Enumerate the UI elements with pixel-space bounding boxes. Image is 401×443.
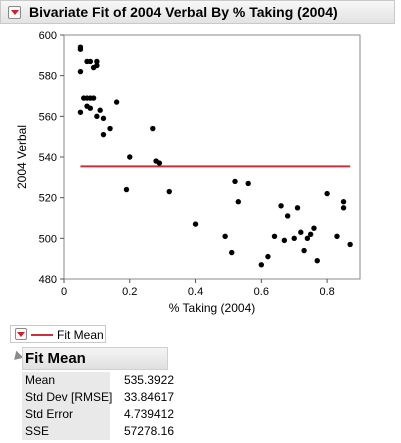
fit-mean-header[interactable]: Fit Mean: [22, 347, 168, 370]
y-tick-label: 500: [39, 233, 57, 245]
data-point: [107, 125, 113, 132]
stat-value: 57278.16: [123, 424, 174, 438]
report-title: Bivariate Fit of 2004 Verbal By % Taking…: [29, 4, 338, 20]
fit-mean-table: Mean 535.3922 Std Dev [RMSE] 33.84617 St…: [22, 372, 176, 440]
data-point: [97, 107, 103, 113]
stat-label: Std Dev [RMSE]: [22, 389, 112, 406]
data-point: [150, 125, 156, 132]
red-triangle-icon: [17, 332, 25, 337]
table-row: Std Dev [RMSE] 33.84617: [22, 389, 176, 406]
y-tick-label: 560: [39, 111, 57, 123]
stat-label: SSE: [22, 423, 110, 440]
table-row: Std Error 4.739412: [22, 406, 176, 423]
report-title-bar: Bivariate Fit of 2004 Verbal By % Taking…: [0, 0, 395, 24]
data-point: [90, 95, 97, 101]
y-tick-label: 480: [39, 274, 57, 286]
fit-mean-legend-line: [31, 334, 53, 336]
data-point: [87, 58, 94, 65]
data-point: [232, 178, 238, 185]
data-point: [324, 190, 330, 197]
data-point: [258, 262, 265, 268]
stat-value: 33.84617: [123, 390, 174, 404]
data-point: [77, 46, 84, 52]
x-tick-label: 0.8: [319, 286, 334, 298]
data-point: [271, 233, 278, 239]
data-point: [334, 233, 340, 239]
data-point: [166, 188, 172, 195]
data-point: [222, 233, 228, 239]
x-tick-label: 0: [61, 286, 67, 298]
x-tick-label: 0.4: [188, 286, 203, 298]
data-point: [123, 186, 130, 193]
data-point: [278, 203, 284, 209]
data-point: [314, 258, 320, 264]
data-point: [340, 205, 347, 211]
data-point: [127, 154, 133, 160]
red-triangle-menu-button[interactable]: [8, 6, 21, 19]
data-point: [113, 99, 120, 105]
scatter-plot[interactable]: 480 500 520 540 560 580 600 0 0.2 0.4 0.6 0.8 % Taki…: [0, 24, 401, 324]
y-tick-label: 520: [39, 193, 57, 205]
x-axis-label: % Taking (2004): [169, 301, 256, 315]
data-point: [100, 131, 107, 138]
stat-value: 535.3922: [123, 373, 174, 387]
table-row: Mean 535.3922: [22, 372, 176, 389]
data-point: [301, 247, 307, 254]
data-point: [192, 221, 199, 227]
data-point: [304, 235, 311, 242]
red-triangle-icon: [11, 10, 19, 15]
data-point: [298, 229, 304, 235]
data-point: [265, 253, 271, 260]
data-point: [307, 231, 314, 237]
data-point: [77, 109, 84, 115]
data-point: [87, 105, 94, 111]
data-point: [311, 225, 317, 231]
scatter-plot-svg: 480 500 520 540 560 580 600 0 0.2 0.4 0.6 0.8 % Taki…: [15, 30, 361, 315]
data-point: [100, 115, 107, 122]
stat-value: 4.739412: [123, 407, 174, 421]
data-point: [77, 68, 84, 75]
data-point: [281, 237, 288, 244]
x-tick-label: 0.6: [254, 286, 269, 298]
y-axis-label: 2004 Verbal: [15, 125, 29, 189]
data-point: [94, 113, 100, 120]
data-point: [156, 160, 163, 166]
legend: Fit Mean: [10, 325, 106, 343]
data-point: [284, 213, 291, 219]
data-point: [229, 249, 235, 256]
data-point: [340, 199, 347, 205]
fit-mean-title: Fit Mean: [25, 350, 86, 367]
data-point: [94, 58, 100, 65]
stat-label: Mean: [22, 372, 110, 389]
data-point: [235, 199, 242, 205]
data-point: [94, 62, 100, 69]
table-row: SSE 57278.16: [22, 423, 176, 440]
stat-label: Std Error: [22, 406, 110, 423]
legend-label: Fit Mean: [57, 328, 104, 342]
data-point: [294, 205, 301, 211]
y-tick-label: 580: [39, 71, 57, 83]
data-point: [291, 235, 297, 242]
x-tick-label: 0.2: [122, 286, 137, 298]
y-tick-label: 600: [39, 30, 57, 42]
data-point: [245, 180, 251, 187]
plot-frame: [63, 34, 361, 280]
data-point: [347, 241, 353, 248]
legend-menu-button[interactable]: [15, 328, 27, 340]
y-tick-label: 540: [39, 152, 57, 164]
